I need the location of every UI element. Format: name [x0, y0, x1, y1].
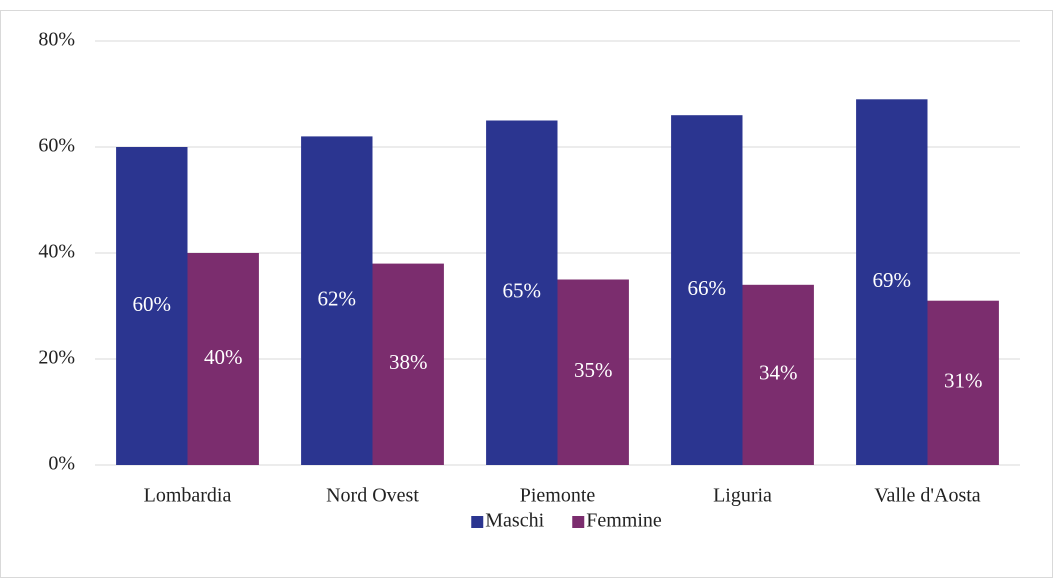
- value-label: 65%: [503, 279, 542, 303]
- y-tick-label: 40%: [38, 241, 75, 263]
- bar: [116, 147, 188, 465]
- bar: [187, 253, 259, 465]
- bar: [742, 284, 814, 465]
- bar: [372, 263, 444, 465]
- bar: [856, 99, 928, 466]
- value-label: 60%: [133, 292, 172, 316]
- x-tick-label: Valle d'Aosta: [874, 485, 980, 507]
- x-tick-label: Lombardia: [144, 485, 232, 507]
- legend-swatch: [572, 516, 585, 528]
- value-label: 31%: [944, 369, 983, 393]
- legend-label: Femmine: [586, 510, 662, 532]
- bar: [927, 300, 999, 465]
- legend-swatch: [471, 516, 484, 528]
- value-label: 34%: [759, 361, 798, 385]
- x-tick-label: Nord Ovest: [326, 485, 419, 507]
- bar: [557, 279, 629, 465]
- value-label: 40%: [204, 345, 243, 369]
- x-tick-label: Liguria: [713, 485, 772, 507]
- bar: [486, 120, 558, 465]
- x-tick-label: Piemonte: [520, 485, 596, 507]
- y-tick-label: 20%: [38, 347, 75, 369]
- value-label: 62%: [318, 287, 357, 311]
- value-label: 35%: [574, 358, 613, 382]
- value-label: 69%: [873, 268, 912, 292]
- y-tick-label: 0%: [48, 453, 75, 475]
- bar: [301, 136, 373, 465]
- legend-label: Maschi: [485, 510, 544, 532]
- y-tick-label: 80%: [38, 29, 75, 51]
- value-label: 66%: [688, 276, 727, 300]
- value-label: 38%: [389, 350, 428, 374]
- bar: [671, 115, 743, 465]
- y-tick-label: 60%: [38, 135, 75, 157]
